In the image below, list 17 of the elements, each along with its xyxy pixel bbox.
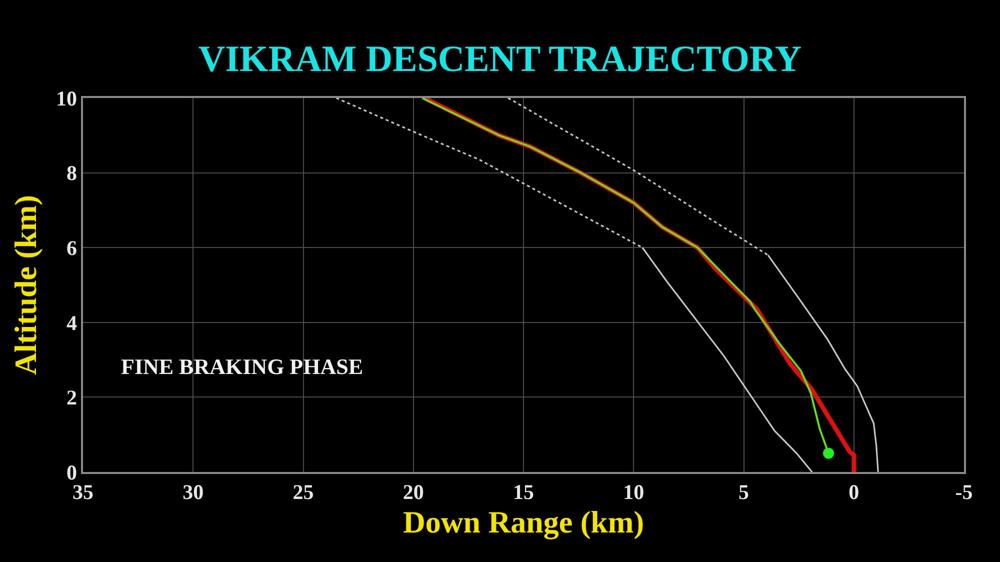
x-tick-label: 25 xyxy=(292,480,314,504)
y-tick-label: 8 xyxy=(66,161,78,186)
chart-title: VIKRAM DESCENT TRAJECTORY xyxy=(198,38,802,80)
y-tick-label: 6 xyxy=(66,236,78,260)
y-tick-label: 10 xyxy=(56,86,78,110)
y-axis-title: Altitude (km) xyxy=(8,195,44,375)
x-tick-label: 30 xyxy=(182,480,204,504)
x-axis-title: Down Range (km) xyxy=(402,504,644,540)
x-tick-label: 15 xyxy=(513,480,534,504)
y-tick-label: 4 xyxy=(66,310,78,335)
x-tick-label: 0 xyxy=(848,480,860,504)
x-tick-label: -5 xyxy=(955,480,973,504)
annotation: FINE BRAKING PHASE xyxy=(121,354,364,379)
x-tick-label: 5 xyxy=(738,480,749,504)
x-tick-label: 20 xyxy=(402,480,424,504)
y-tick-label: 2 xyxy=(66,386,78,410)
x-tick-label: 10 xyxy=(623,480,644,504)
